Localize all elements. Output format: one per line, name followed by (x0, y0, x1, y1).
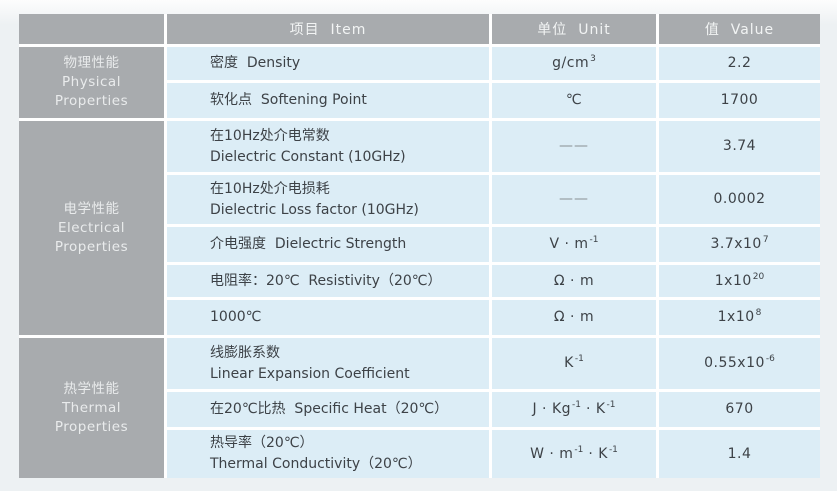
item-cell: 软化点 Softening Point (167, 83, 489, 118)
column-header-value: 值 Value (659, 14, 820, 44)
unit-cell: —— (492, 121, 656, 172)
item-cell: 介电强度 Dielectric Strength (167, 227, 489, 262)
item-cell: 密度 Density (167, 47, 489, 80)
value-cell: 3.74 (659, 121, 820, 172)
value-cell: 1x10 20 (659, 265, 820, 297)
item-cell: 在10Hz处介电损耗 Dielectric Loss factor (10GHz… (167, 175, 489, 224)
unit-cell: Ω · m (492, 265, 656, 297)
value-cell: 3.7x10 7 (659, 227, 820, 262)
unit-cell: ℃ (492, 83, 656, 118)
category-thermal-properties: 热学性能 Thermal Properties (19, 338, 164, 478)
column-header-unit: 单位 Unit (492, 14, 656, 44)
unit-cell: V · m -1 (492, 227, 656, 262)
item-cell: 在10Hz处介电常数 Dielectric Constant (10GHz) (167, 121, 489, 172)
value-cell: 670 (659, 392, 820, 427)
item-cell: 热导率（20℃） Thermal Conductivity（20℃） (167, 430, 489, 478)
value-cell: 0.0002 (659, 175, 820, 224)
item-cell: 1000℃ (167, 300, 489, 335)
value-cell: 1x10 8 (659, 300, 820, 335)
unit-cell: —— (492, 175, 656, 224)
category-electrical-properties: 电学性能 Electrical Properties (19, 121, 164, 335)
corner-header-cell (19, 14, 164, 44)
item-cell: 在20℃比热 Specific Heat（20℃） (167, 392, 489, 427)
value-cell: 2.2 (659, 47, 820, 80)
unit-cell: K -1 (492, 338, 656, 389)
unit-cell: W · m -1 · K -1 (492, 430, 656, 478)
material-properties-table: 项目 Item 单位 Unit 值 Value 物理性能 Physical Pr… (19, 14, 820, 478)
value-cell: 0.55x10 -6 (659, 338, 820, 389)
category-physical-properties: 物理性能 Physical Properties (19, 47, 164, 118)
column-header-item: 项目 Item (167, 14, 489, 44)
unit-cell: J · Kg -1 · K -1 (492, 392, 656, 427)
unit-cell: g/cm 3 (492, 47, 656, 80)
unit-cell: Ω · m (492, 300, 656, 335)
value-cell: 1.4 (659, 430, 820, 478)
item-cell: 线膨胀系数 Linear Expansion Coefficient (167, 338, 489, 389)
value-cell: 1700 (659, 83, 820, 118)
item-cell: 电阻率：20℃ Resistivity（20℃） (167, 265, 489, 297)
